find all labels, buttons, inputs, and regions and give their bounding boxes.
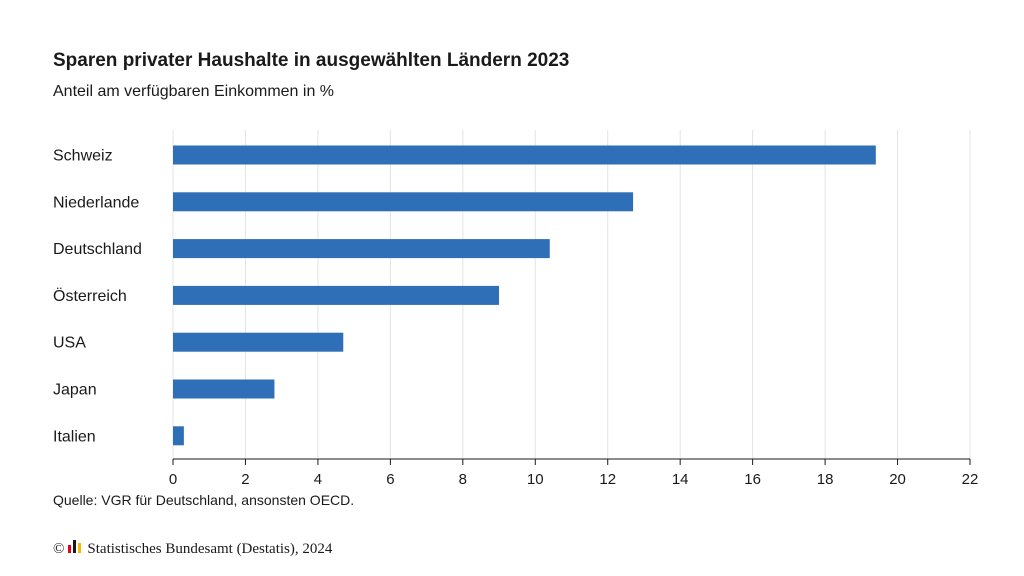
x-tick-label: 6 (386, 471, 394, 488)
category-label: Italien (53, 428, 96, 445)
category-label: Schweiz (53, 148, 113, 165)
x-tick-label: 22 (962, 471, 979, 488)
x-tick-label: 20 (889, 471, 906, 488)
x-axis: 0 2 4 6 8 10 12 14 16 18 20 22 (169, 458, 979, 488)
bar (173, 285, 500, 305)
bar (173, 145, 876, 165)
x-tick-label: 2 (241, 471, 249, 488)
bar (173, 379, 275, 399)
x-tick-label: 4 (314, 471, 322, 488)
destatis-logo-icon (68, 540, 82, 558)
category-label: Österreich (53, 287, 127, 305)
bar (173, 192, 634, 212)
x-tick-label: 12 (599, 471, 616, 488)
chart-title: Sparen privater Haushalte in ausgewählte… (53, 50, 570, 71)
copyright-symbol: © (53, 540, 65, 557)
x-tick-label: 18 (817, 471, 834, 488)
bar (173, 426, 184, 446)
footer-text: Statistisches Bundesamt (Destatis), 2024 (87, 540, 333, 557)
category-label: Deutschland (53, 241, 142, 258)
x-tick-label: 8 (459, 471, 467, 488)
source-note: Quelle: VGR für Deutschland, ansonsten O… (53, 492, 355, 508)
grid-lines (172, 130, 971, 459)
x-tick-label: 14 (672, 471, 689, 488)
chart-subtitle: Anteil am verfügbaren Einkommen in % (53, 83, 335, 100)
x-tick-label: 10 (527, 471, 544, 488)
category-labels: Schweiz Niederlande Deutschland Österreich U… (53, 148, 142, 446)
bar (173, 239, 550, 259)
bars (173, 145, 876, 446)
footer: © Statistisches Bundesamt (Destatis), 20… (53, 540, 332, 558)
x-tick-label: 16 (744, 471, 761, 488)
bar (173, 332, 344, 352)
category-label: Japan (53, 382, 97, 399)
category-label: USA (53, 335, 86, 352)
x-tick-label: 0 (169, 471, 177, 488)
category-label: Niederlande (53, 194, 139, 211)
